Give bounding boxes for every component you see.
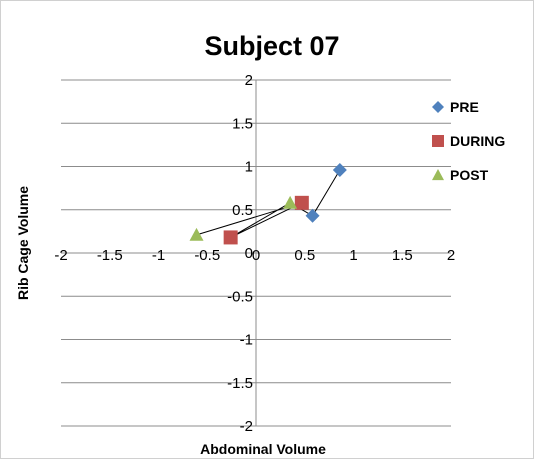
data-point-post	[283, 195, 298, 209]
y-tick-label: -2	[240, 418, 253, 435]
x-tick-label: -1.5	[97, 247, 123, 264]
data-point-post	[189, 227, 204, 241]
y-tick-label: 0	[245, 245, 253, 262]
x-tick-label: 2	[447, 247, 455, 264]
legend-marker-post	[432, 169, 444, 181]
x-tick-labels: -2 -1.5 -1 -0.5 0 0.5 1 1.5 2	[54, 247, 455, 264]
axes	[61, 80, 451, 426]
x-tick-label: -0.5	[194, 247, 220, 264]
y-tick-label: 0.5	[232, 202, 253, 219]
legend-label-pre: PRE	[450, 99, 479, 115]
data-point-during	[223, 230, 238, 245]
legend-label-post: POST	[450, 167, 489, 183]
legend-label-during: DURING	[450, 133, 505, 149]
x-tick-label: 0.5	[294, 247, 315, 264]
data-point-pre	[305, 208, 320, 223]
data-point-during	[294, 195, 309, 210]
y-tick-label: 2	[245, 72, 253, 89]
x-tick-label: -1	[152, 247, 165, 264]
x-tick-label: -2	[54, 247, 67, 264]
x-tick-label: 0	[252, 247, 260, 264]
y-axis-label: Rib Cage Volume	[15, 186, 31, 300]
legend: PRE DURING POST	[432, 99, 505, 183]
data-points	[189, 162, 347, 245]
connector-lines	[196, 169, 341, 238]
x-axis-label: Abdominal Volume	[200, 441, 326, 457]
legend-marker-during	[432, 135, 444, 147]
y-tick-label: 1	[245, 159, 253, 176]
data-point-pre	[332, 162, 347, 177]
y-tick-label: -1.5	[227, 375, 253, 392]
y-tick-label: -1	[240, 332, 253, 349]
y-tick-labels: 2 1.5 1 0.5 0 -0.5 -1 -1.5 -2	[227, 72, 253, 435]
y-tick-label: -0.5	[227, 288, 253, 305]
chart-title: Subject 07	[204, 31, 339, 61]
y-tick-label: 1.5	[232, 115, 253, 132]
x-tick-label: 1	[349, 247, 357, 264]
legend-marker-pre	[432, 101, 444, 113]
x-tick-label: 1.5	[392, 247, 413, 264]
series-connector-line	[196, 169, 341, 238]
